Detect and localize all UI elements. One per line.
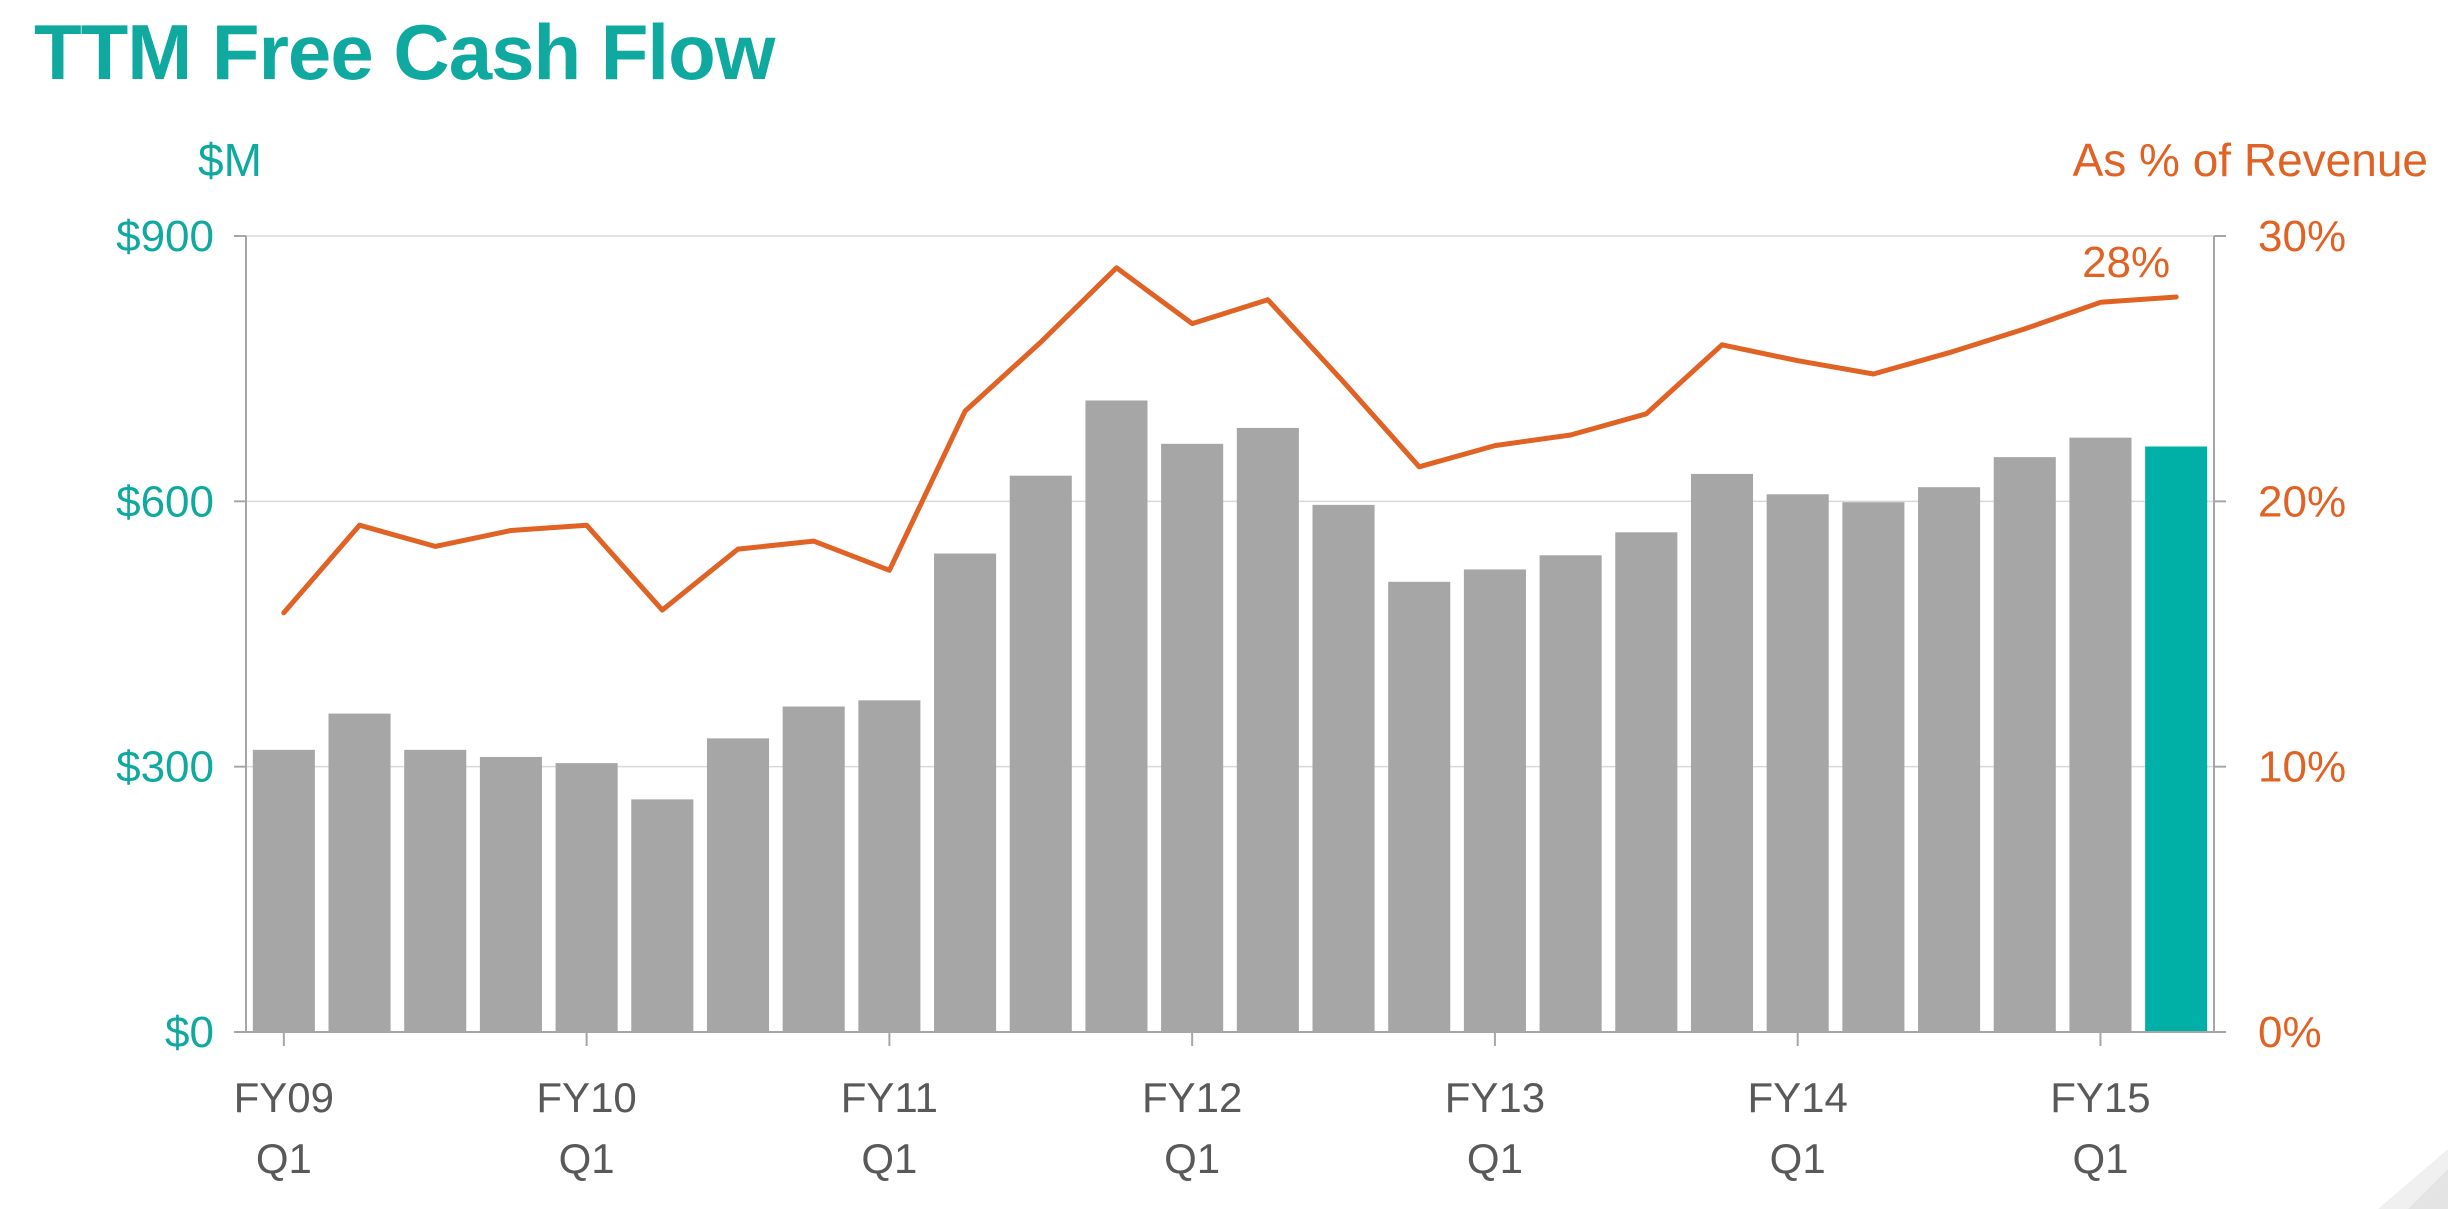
bar [1993, 457, 2056, 1033]
bar [1312, 504, 1375, 1033]
bar [479, 756, 542, 1032]
x-tick-label-quarter: Q1 [1770, 1135, 1826, 1182]
left-tick-label: $900 [116, 212, 214, 261]
x-tick-label-year: FY12 [1142, 1074, 1242, 1121]
right-tick-label: 10% [2258, 743, 2346, 792]
line-series [281, 265, 2179, 616]
x-tick-label-year: FY11 [841, 1074, 938, 1121]
last-value-annotation: 28% [2082, 238, 2170, 287]
bar [1085, 400, 1148, 1032]
x-tick-label-quarter: Q1 [256, 1135, 312, 1182]
x-tick-label-year: FY13 [1445, 1074, 1545, 1121]
x-tick-label-year: FY15 [2050, 1074, 2150, 1121]
right-axis-title: As % of Revenue [2073, 134, 2428, 186]
bar [934, 553, 997, 1032]
bar [1463, 569, 1526, 1032]
left-tick-label: $300 [116, 743, 214, 792]
x-tick-label-year: FY14 [1747, 1074, 1847, 1121]
bar [1539, 555, 1602, 1032]
bar [1842, 502, 1905, 1032]
bar [1615, 532, 1678, 1032]
bar [328, 713, 391, 1032]
corner-decoration [2378, 1149, 2448, 1209]
bar [1766, 494, 1829, 1032]
x-tick-label-quarter: Q1 [861, 1135, 917, 1182]
x-tick-label-quarter: Q1 [2072, 1135, 2128, 1182]
left-axis-title: $M [198, 134, 262, 186]
bar [1236, 427, 1299, 1032]
x-tick-label-year: FY09 [234, 1074, 334, 1121]
bar [555, 763, 618, 1032]
bar [1690, 473, 1754, 1033]
page-title: TTM Free Cash Flow [34, 8, 775, 96]
bar [2069, 437, 2132, 1032]
bar [1388, 581, 1451, 1032]
bar [858, 700, 921, 1032]
bar [1009, 475, 1072, 1032]
bar-highlight [2145, 446, 2208, 1032]
x-tick-label-quarter: Q1 [1467, 1135, 1523, 1182]
left-tick-label: $600 [116, 477, 214, 526]
bar [1161, 443, 1224, 1032]
x-tick-label-quarter: Q1 [1164, 1135, 1220, 1182]
left-tick-label: $0 [165, 1008, 214, 1057]
bar [631, 799, 694, 1032]
bar [706, 738, 770, 1032]
axis-labels: $0 0% $300 10% $600 20% $900 30% FY09 Q1 FY10 Q1 FY1… [116, 134, 2428, 1182]
right-tick-label: 0% [2258, 1008, 2322, 1057]
revenue-pct-line [281, 265, 2179, 616]
x-tick-label-year: FY10 [536, 1074, 636, 1121]
bar-series [252, 400, 2208, 1033]
right-tick-label: 20% [2258, 477, 2346, 526]
x-tick-label-quarter: Q1 [559, 1135, 615, 1182]
axes [234, 235, 2226, 1046]
bar [252, 749, 315, 1032]
bar [1918, 487, 1981, 1032]
right-tick-label: 30% [2258, 212, 2346, 261]
bar [782, 706, 845, 1032]
bar [404, 749, 467, 1032]
